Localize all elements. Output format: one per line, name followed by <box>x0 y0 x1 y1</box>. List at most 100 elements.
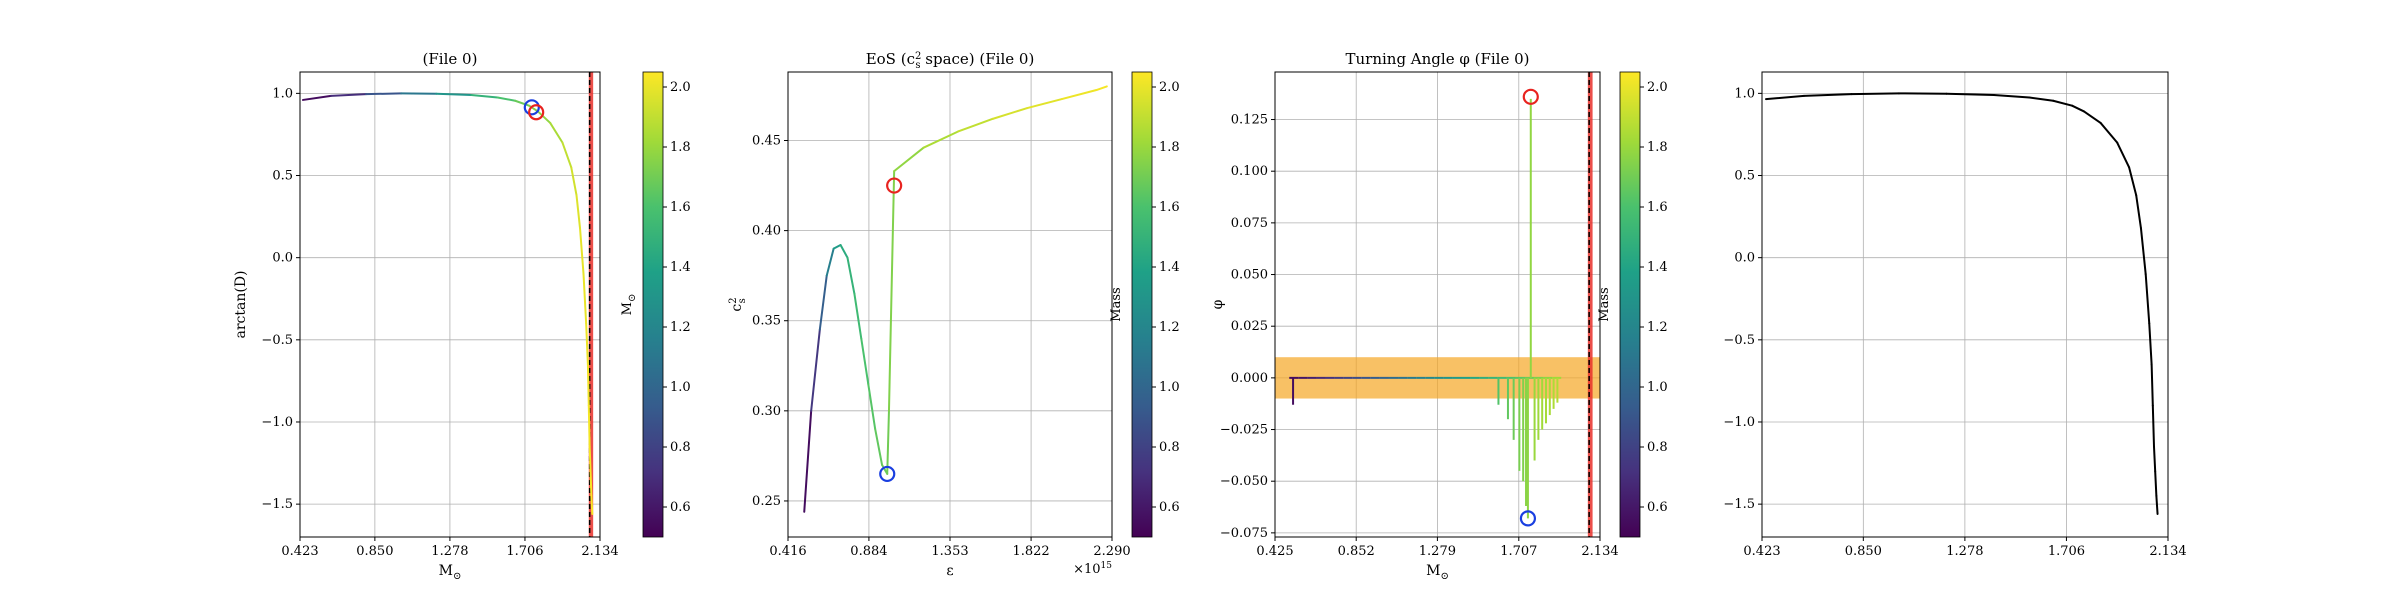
x-tick-label: 1.707 <box>1500 544 1537 559</box>
series-segment <box>957 117 994 133</box>
colorbar-tick-label: 1.4 <box>1647 260 1668 275</box>
series-segment <box>435 92 473 97</box>
colorbar-tick-label: 1.2 <box>670 320 691 335</box>
series-segment <box>2116 141 2131 169</box>
y-tick-label: 0.050 <box>1231 268 1268 283</box>
y-tick-label: 0.45 <box>752 133 781 148</box>
red-circle-marker <box>528 104 545 121</box>
series-segment <box>587 404 591 448</box>
series-segment <box>590 494 594 515</box>
chart-panel-2: 0.416 0.884 1.353 1.822 2.290 0.25 0.30 0.35 0.4… <box>728 50 1180 579</box>
series-segment <box>853 292 863 340</box>
series-segment <box>922 130 960 149</box>
series-segment <box>2083 110 2102 124</box>
series-segment <box>1060 89 1098 101</box>
x-tick-label: 2.134 <box>1581 544 1618 559</box>
y-tick-label: 0.000 <box>1231 371 1268 386</box>
y-tick-label: 0.0 <box>1734 251 1755 266</box>
x-tick-label: 0.884 <box>850 544 887 559</box>
blue-circle-marker <box>523 99 540 116</box>
series-segment <box>839 244 849 259</box>
series-segment <box>803 409 813 513</box>
colorbar <box>1131 71 1153 538</box>
chart-panel-1: 0.423 0.850 1.278 1.706 2.134 −1.5 −1.0 −0.5 0.0… <box>233 50 691 582</box>
series-segment <box>589 470 593 497</box>
y-tick-label: 0.025 <box>1231 319 1268 334</box>
colorbar-tick-label: 1.2 <box>1159 320 1180 335</box>
series-segment <box>586 363 590 407</box>
series-segment <box>2028 96 2055 102</box>
x-tick-label: 1.706 <box>506 544 543 559</box>
series-segment <box>2148 322 2153 366</box>
series-segment <box>470 94 499 99</box>
colorbar <box>1619 71 1641 538</box>
series-segment <box>810 328 821 412</box>
series-segment <box>2128 166 2138 197</box>
red-circle-marker <box>1522 88 1539 105</box>
series-segment <box>536 110 552 124</box>
series-segment <box>1945 92 1995 97</box>
colorbar-tick-label: 0.8 <box>670 440 691 455</box>
colorbar-tick-label: 1.2 <box>1647 320 1668 335</box>
series-segment <box>549 121 564 144</box>
colorbar-tick-label: 2.0 <box>1159 80 1180 95</box>
series-segment <box>561 141 573 169</box>
series-segment <box>860 337 870 385</box>
x-tick-label: 2.134 <box>581 544 618 559</box>
series-segment <box>1095 85 1108 92</box>
series-segment <box>887 170 896 412</box>
chart-panel-3: 0.425 0.852 1.279 1.707 2.134 −0.075 −0.050 −0.… <box>1210 50 1668 582</box>
series-segment <box>570 166 578 197</box>
x-tick-label: 0.850 <box>1845 544 1882 559</box>
series-segment <box>301 94 333 101</box>
series-segment <box>496 96 517 102</box>
series-segment <box>991 107 1029 120</box>
y-tick-label: −1.5 <box>261 497 293 512</box>
y-tick-label: 0.25 <box>752 494 781 509</box>
y-tick-label: 0.125 <box>1231 113 1268 128</box>
x-tick-label: 1.278 <box>1946 544 1983 559</box>
series-segment <box>2154 470 2158 497</box>
y-tick-label: 0.35 <box>752 314 781 329</box>
series-segment <box>893 146 925 173</box>
colorbar-label: Mass <box>1597 287 1612 321</box>
x-tick-label: 2.134 <box>2149 544 2186 559</box>
y-tick-label: −1.0 <box>1723 415 1755 430</box>
x-tick-label: 1.353 <box>931 544 968 559</box>
x-axis-label: M⊙ <box>439 563 462 582</box>
series-segment <box>2155 494 2159 515</box>
colorbar-label: Mass <box>1109 287 1124 321</box>
series-segment <box>585 322 589 366</box>
y-tick-label: 0.40 <box>752 224 781 239</box>
series-segment <box>575 194 582 230</box>
series-segment <box>2153 445 2157 473</box>
series-segment <box>2150 363 2154 407</box>
colorbar-tick-label: 2.0 <box>1647 80 1668 95</box>
colorbar-tick-label: 2.0 <box>670 80 691 95</box>
y-tick-label: 1.0 <box>272 86 293 101</box>
series-segment <box>2052 99 2074 107</box>
series-segment <box>825 247 835 277</box>
x-tick-label: 0.423 <box>281 544 318 559</box>
x-tick-label: 1.706 <box>2048 544 2085 559</box>
colorbar-tick-label: 1.4 <box>1159 260 1180 275</box>
series-segment <box>846 256 856 295</box>
chart-title: Turning Angle φ (File 0) <box>1345 50 1529 68</box>
y-tick-label: −0.050 <box>1220 474 1268 489</box>
series-segment <box>1026 98 1063 110</box>
x-multiplier-label: ×1015 <box>1073 561 1112 577</box>
max-mass-band <box>588 72 594 537</box>
series-segment <box>867 382 877 430</box>
colorbar-label: M⊙ <box>620 294 638 316</box>
colorbar-tick-label: 1.6 <box>1159 200 1180 215</box>
y-tick-label: 0.30 <box>752 404 781 419</box>
colorbar-tick-label: 0.6 <box>1647 500 1668 515</box>
x-tick-label: 0.416 <box>769 544 806 559</box>
series-segment <box>582 273 588 325</box>
y-tick-label: −0.5 <box>261 333 293 348</box>
x-axis-label: ε <box>946 563 953 579</box>
series-segment <box>2135 194 2142 230</box>
colorbar-tick-label: 0.8 <box>1647 440 1668 455</box>
y-tick-label: −1.0 <box>261 415 293 430</box>
chart-panel-4: 0.423 0.850 1.278 1.706 2.134 −1.5 −1.0 −0.5 0.0… <box>1723 71 2187 559</box>
